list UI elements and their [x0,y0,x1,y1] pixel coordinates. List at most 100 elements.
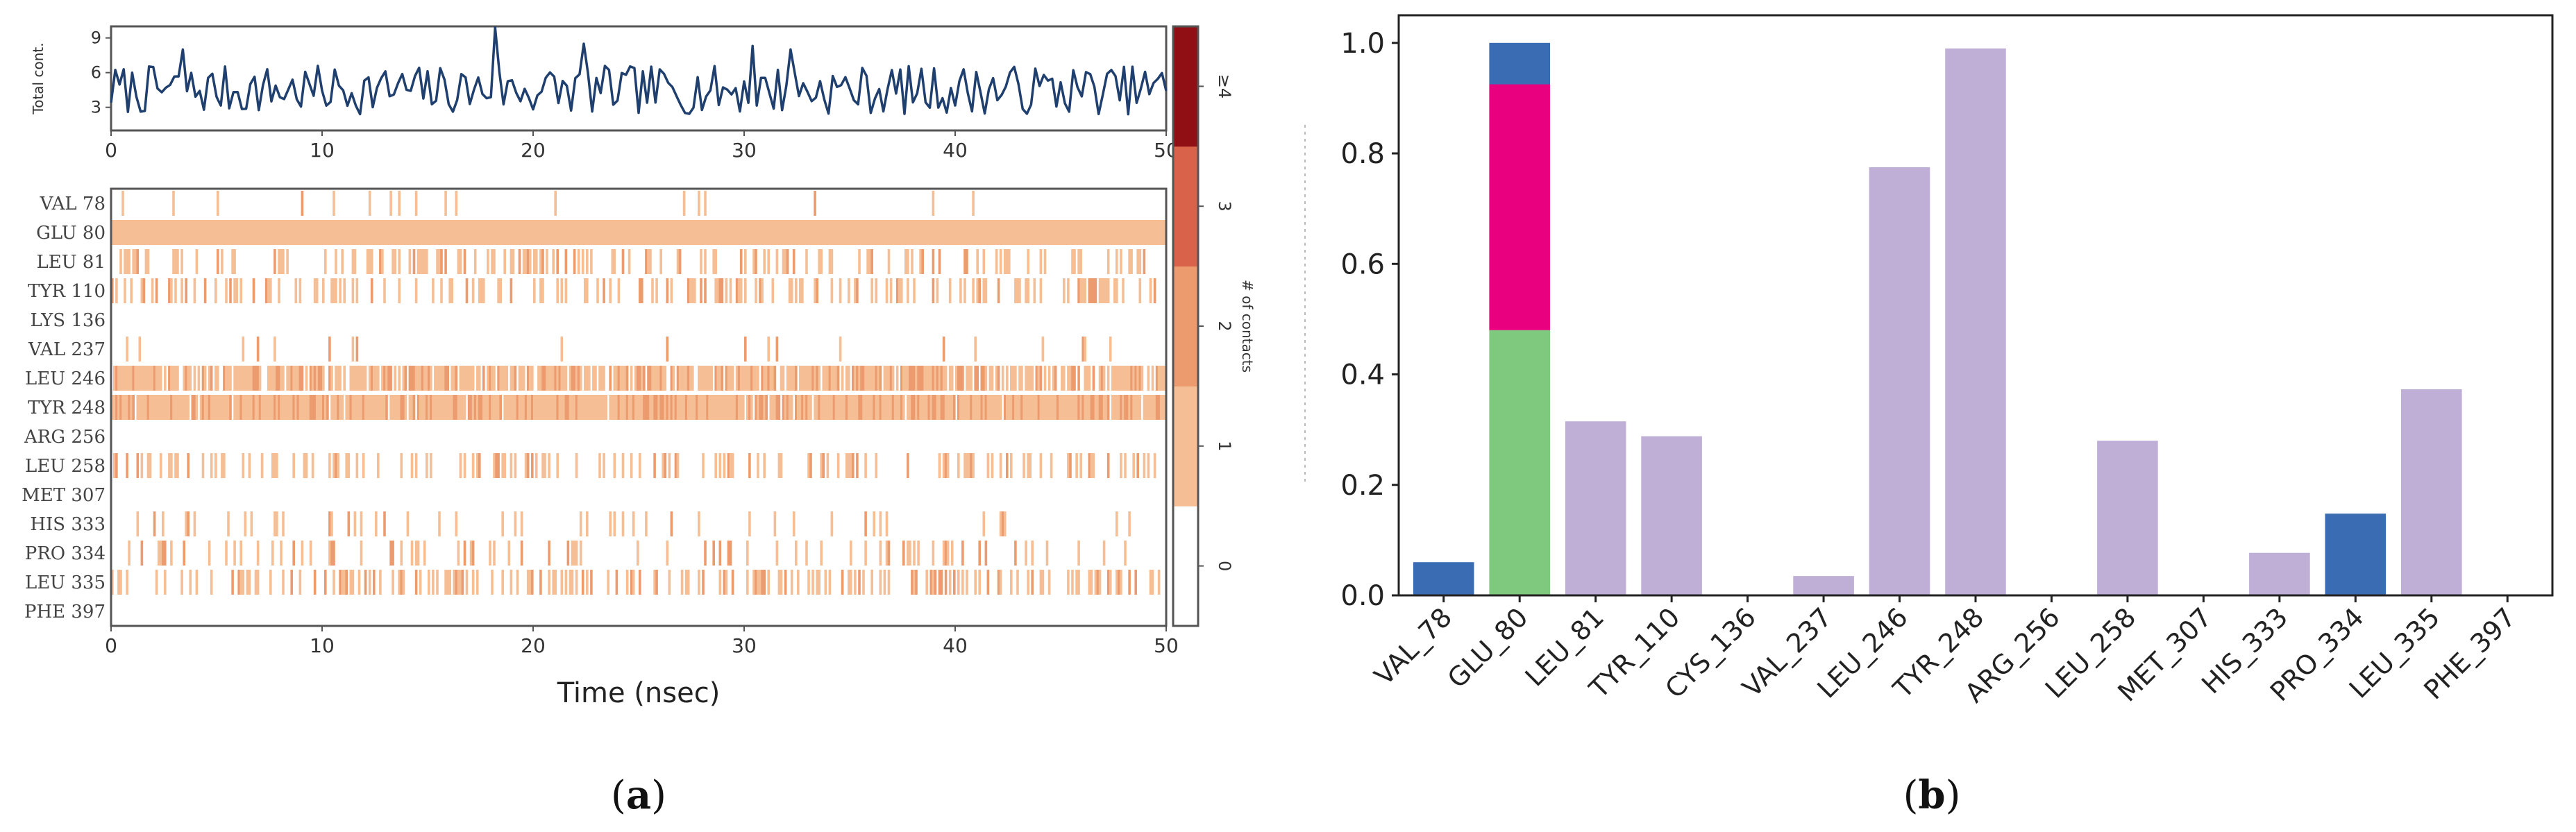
contact-mark [870,278,873,303]
contact-mark [351,278,355,303]
contact-mark [214,278,217,303]
contact-mark [370,278,373,303]
contact-mark [1145,395,1148,420]
contact-mark [512,366,515,391]
contact-mark [725,395,728,420]
contact-mark [239,541,242,566]
contact-mark [684,570,688,595]
contact-mark [579,541,582,566]
contact-mark [119,395,122,420]
contact-mark [516,395,519,420]
contact-mark [579,395,582,420]
contact-mark [528,570,532,595]
contact-mark [368,249,371,274]
contact-mark [237,570,240,595]
contact-mark [735,278,739,303]
contact-mark [1067,366,1070,391]
contact-mark [242,395,245,420]
contact-mark [966,453,968,478]
contact-mark [959,366,962,391]
contact-mark [311,453,314,478]
contact-mark [875,395,878,420]
contact-mark [328,337,331,362]
contact-mark [381,366,384,391]
contact-mark [377,366,380,391]
contact-mark [499,278,502,303]
contact-mark [1106,366,1110,391]
contact-mark [573,541,576,566]
contact-mark [889,278,893,303]
contact-mark [172,249,175,274]
contact-mark [203,366,207,391]
contact-mark [790,366,793,391]
contact-mark [412,366,416,391]
contact-mark [548,541,550,566]
contact-mark [856,453,859,478]
contact-mark [1111,395,1114,420]
contact-mark [392,570,394,595]
x-tick-label: 20 [521,139,546,162]
contact-mark [174,395,177,420]
contact-mark [613,395,616,420]
contact-mark [1050,395,1053,420]
contact-mark [524,453,528,478]
contact-mark [539,278,542,303]
contact-mark [997,570,1000,595]
contact-mark [605,395,607,420]
contact-mark [260,453,264,478]
contact-mark [208,395,211,420]
contact-mark [214,395,217,420]
contact-mark [1134,395,1137,420]
contact-mark [963,395,966,420]
contact-mark [522,395,525,420]
contact-mark [560,570,564,595]
contact-mark [1143,395,1146,420]
contact-mark [1116,395,1118,420]
contact-mark [311,395,314,420]
contact-mark [784,570,787,595]
contact-mark [727,395,730,420]
contact-mark [834,395,838,420]
contact-mark [341,395,344,420]
contact-mark [487,249,489,274]
contact-mark [950,541,954,566]
contact-mark [400,395,403,420]
contact-mark [698,395,700,420]
contact-mark [807,570,810,595]
contact-mark [360,366,363,391]
contact-mark [721,278,724,303]
contact-mark [159,453,162,478]
contact-mark [544,395,546,420]
contact-mark [727,453,730,478]
contact-mark [1130,395,1133,420]
contact-mark [879,366,882,391]
contact-mark [349,395,353,420]
contact-mark [1136,395,1139,420]
contact-mark [469,395,473,420]
contact-mark [353,366,357,391]
contact-mark [330,278,333,303]
contact-mark [915,570,918,595]
contact-mark [619,366,623,391]
contact-mark [946,395,950,420]
contact-mark [976,366,979,391]
contact-mark [282,395,285,420]
contact-mark [948,278,952,303]
contact-mark [317,366,321,391]
contact-mark [579,366,582,391]
contact-mark [997,395,1000,420]
contact-mark [351,249,355,274]
contact-mark [142,278,146,303]
contact-mark [535,249,538,274]
contact-mark [1029,366,1032,391]
contact-mark [862,395,865,420]
contact-mark [335,366,337,391]
contact-mark [309,541,312,566]
contact-mark [1006,249,1009,274]
contact-mark [183,366,185,391]
contact-mark [617,278,621,303]
contact-mark [1056,395,1059,420]
contact-mark [142,366,146,391]
contact-mark [948,366,952,391]
